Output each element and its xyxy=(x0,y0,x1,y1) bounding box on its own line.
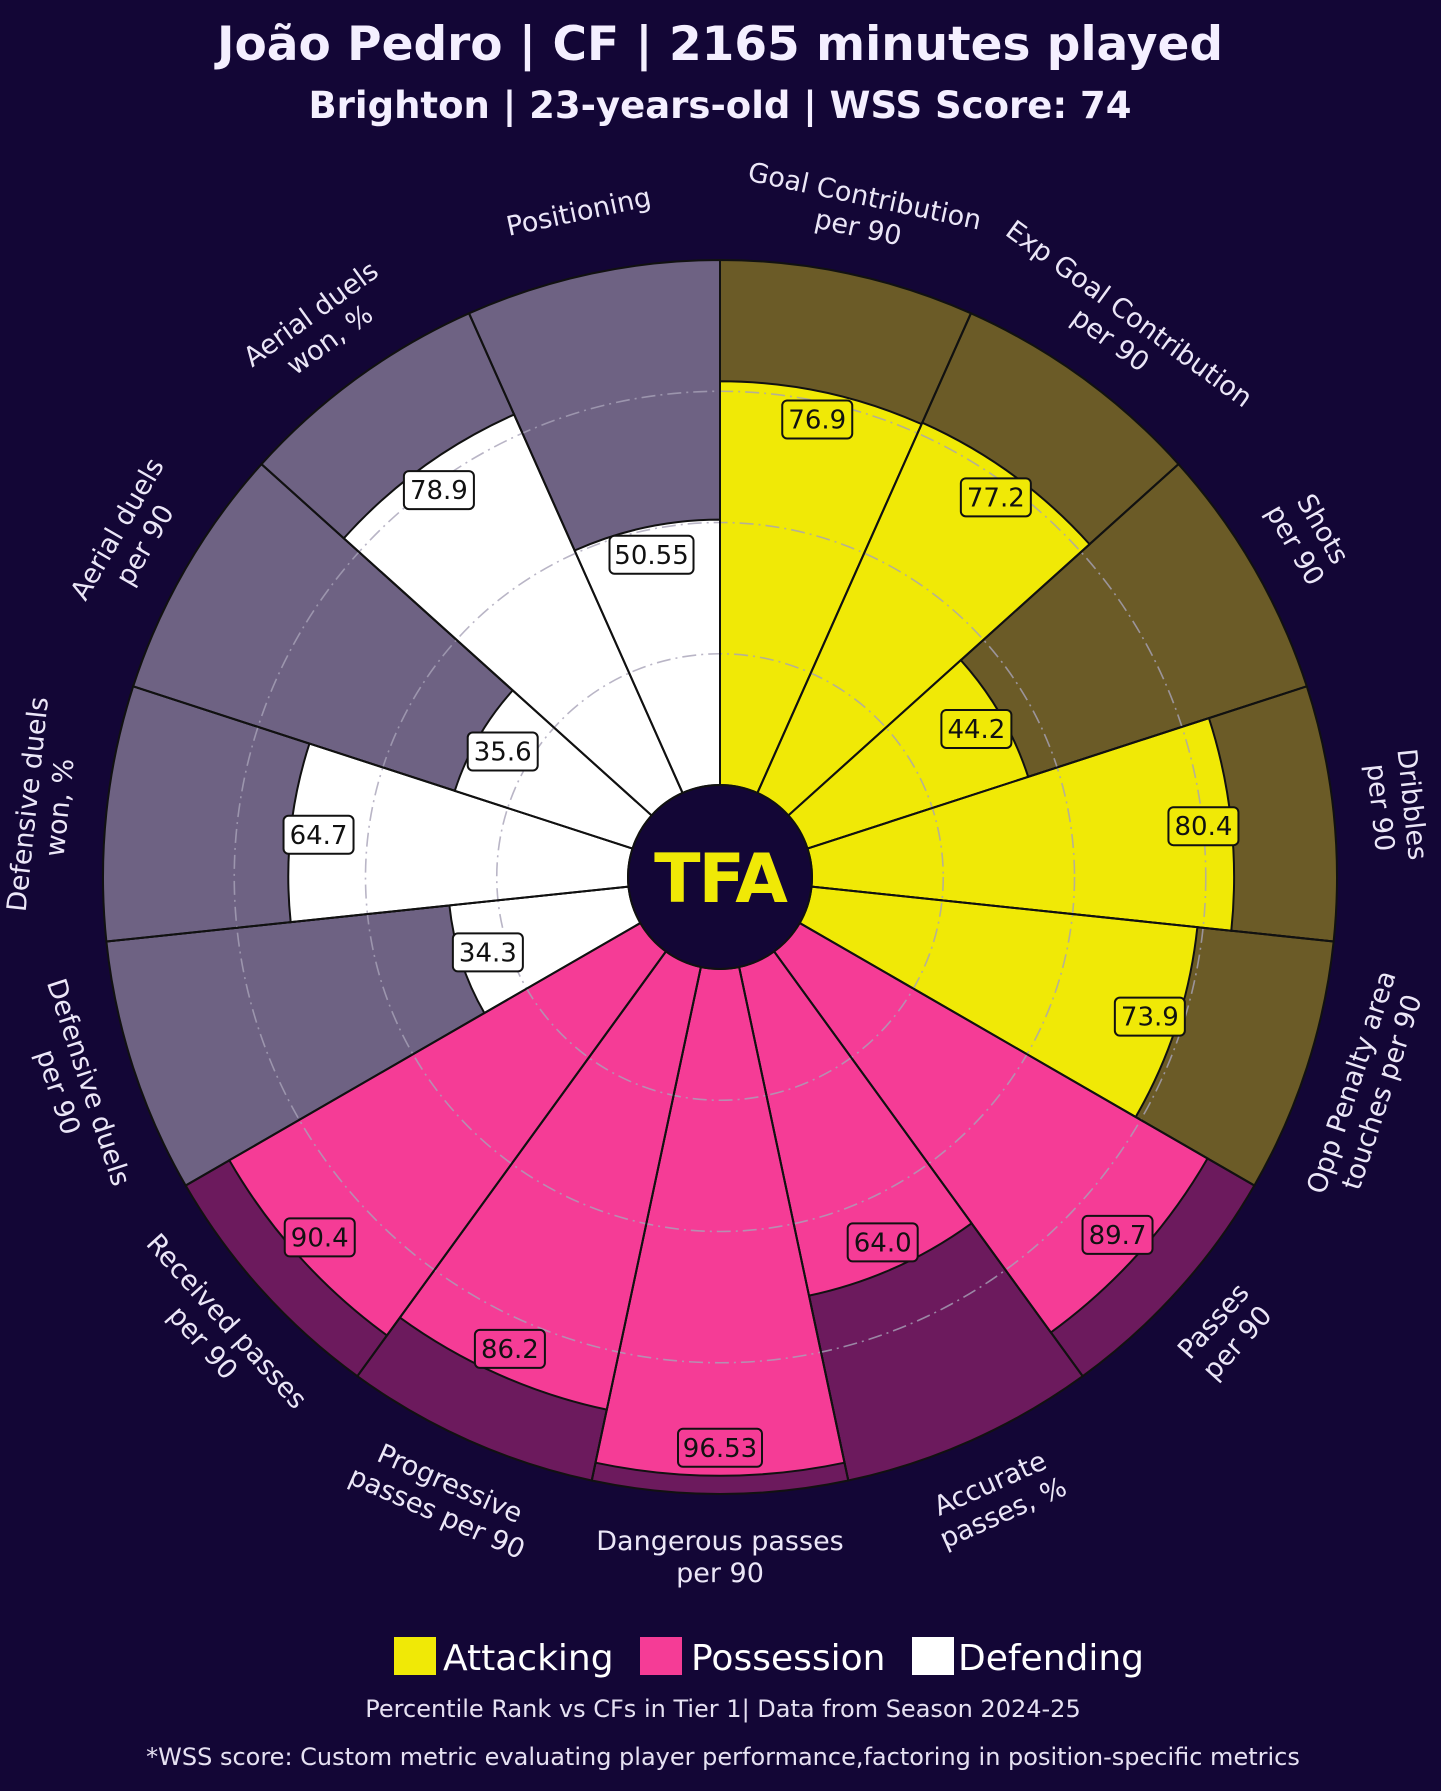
separator-defensive-duels-won xyxy=(106,885,629,943)
category-label-line: Dangerous passes xyxy=(596,1526,843,1557)
separator-defensive-duels-per-90 xyxy=(185,922,641,1187)
value-label-defensive-duels-won: 64.7 xyxy=(282,814,355,855)
separator-accurate-passes xyxy=(773,950,1084,1377)
separator-dribbles-per-90 xyxy=(807,685,1308,850)
value-box-aerial-duels-won xyxy=(402,470,475,511)
separator-aerial-duels-won xyxy=(260,463,653,817)
center-logo: TFA xyxy=(627,784,813,970)
legend-label-possession: Possession xyxy=(691,1638,885,1679)
legend-label-defending: Defending xyxy=(958,1638,1144,1679)
value-label-aerial-duels-won: 78.9 xyxy=(402,470,475,511)
value-box-aerial-duels-per-90 xyxy=(466,731,539,772)
legend-label-attacking: Attacking xyxy=(443,1638,614,1679)
value-box-defensive-duels-per-90 xyxy=(451,932,524,973)
logo-circle xyxy=(627,784,813,970)
legend-swatch-possession xyxy=(640,1637,682,1675)
value-text-aerial-duels-per-90: 35.6 xyxy=(474,738,532,768)
value-text-progressive-passes-per-90: 86.2 xyxy=(481,1335,539,1365)
value-text-goal-contribution-per-90: 76.9 xyxy=(788,405,846,435)
value-text-positioning: 50.55 xyxy=(614,541,688,571)
value-label-progressive-passes-per-90: 86.2 xyxy=(473,1328,546,1369)
value-text-dribbles-per-90: 80.4 xyxy=(1174,812,1232,842)
footnote-percentile: Percentile Rank vs CFs in Tier 1| Data f… xyxy=(365,1695,1080,1723)
value-text-defensive-duels-won: 64.7 xyxy=(290,821,348,851)
value-text-aerial-duels-won: 78.9 xyxy=(410,476,468,506)
value-text-opp-penalty-area-touches-per-90: 73.9 xyxy=(1121,1003,1179,1033)
value-label-shots-per-90: 44.2 xyxy=(940,708,1013,749)
legend-swatch-defending xyxy=(912,1637,954,1675)
separator-opp-penalty-area-touches-per-90 xyxy=(811,885,1334,943)
value-label-defensive-duels-per-90: 34.3 xyxy=(451,932,524,973)
value-box-defensive-duels-won xyxy=(282,814,355,855)
logo-text: TFA xyxy=(654,840,788,919)
category-label-line: per 90 xyxy=(676,1558,764,1589)
value-labels: 76.9 77.2 44.2 80.4 73.9 89.7 64.0 96.53 86.2 90.… xyxy=(282,399,1240,1468)
value-box-dribbles-per-90 xyxy=(1167,806,1240,847)
value-label-dangerous-passes-per-90: 96.53 xyxy=(677,1427,763,1468)
value-label-aerial-duels-per-90: 35.6 xyxy=(466,731,539,772)
value-label-opp-penalty-area-touches-per-90: 73.9 xyxy=(1113,996,1186,1037)
wedge-separators xyxy=(106,260,1334,1481)
chart-title: João Pedro | CF | 2165 minutes played xyxy=(214,17,1223,72)
value-box-accurate-passes xyxy=(846,1222,919,1263)
value-text-defensive-duels-per-90: 34.3 xyxy=(459,938,517,968)
value-box-dangerous-passes-per-90 xyxy=(677,1427,763,1468)
legend-swatch-attacking xyxy=(394,1637,436,1675)
value-label-dribbles-per-90: 80.4 xyxy=(1167,806,1240,847)
value-label-positioning: 50.55 xyxy=(608,534,695,575)
value-box-shots-per-90 xyxy=(940,708,1013,749)
value-text-exp-goal-contribution-per-90: 77.2 xyxy=(967,483,1025,513)
value-box-received-passes-per-90 xyxy=(283,1217,356,1258)
value-text-accurate-passes: 64.0 xyxy=(854,1228,912,1258)
value-text-received-passes-per-90: 90.4 xyxy=(291,1223,349,1253)
value-label-accurate-passes: 64.0 xyxy=(846,1222,919,1263)
value-label-goal-contribution-per-90: 76.9 xyxy=(781,399,854,440)
separator-received-passes-per-90 xyxy=(356,950,667,1377)
separator-positioning xyxy=(468,312,684,794)
separator-dangerous-passes-per-90 xyxy=(738,966,850,1481)
value-text-shots-per-90: 44.2 xyxy=(947,715,1005,745)
value-label-received-passes-per-90: 90.4 xyxy=(283,1217,356,1258)
value-box-passes-per-90 xyxy=(1081,1214,1154,1255)
value-text-passes-per-90: 89.7 xyxy=(1089,1221,1147,1251)
legend: Attacking Possession Defending xyxy=(394,1637,1144,1679)
value-label-exp-goal-contribution-per-90: 77.2 xyxy=(959,477,1032,518)
value-box-exp-goal-contribution-per-90 xyxy=(959,477,1032,518)
chart-subtitle: Brighton | 23-years-old | WSS Score: 74 xyxy=(308,84,1131,127)
value-text-dangerous-passes-per-90: 96.53 xyxy=(683,1434,757,1464)
value-box-goal-contribution-per-90 xyxy=(781,399,854,440)
separator-aerial-duels-per-90 xyxy=(132,685,633,850)
value-box-progressive-passes-per-90 xyxy=(473,1328,546,1369)
separator-passes-per-90 xyxy=(799,922,1255,1187)
footnote-wss: *WSS score: Custom metric evaluating pla… xyxy=(146,1743,1300,1771)
value-label-passes-per-90: 89.7 xyxy=(1081,1214,1154,1255)
value-box-opp-penalty-area-touches-per-90 xyxy=(1113,996,1186,1037)
value-box-positioning xyxy=(608,534,695,575)
separator-shots-per-90 xyxy=(787,463,1180,817)
separator-progressive-passes-per-90 xyxy=(590,966,702,1481)
separator-exp-goal-contribution-per-90 xyxy=(756,312,972,794)
